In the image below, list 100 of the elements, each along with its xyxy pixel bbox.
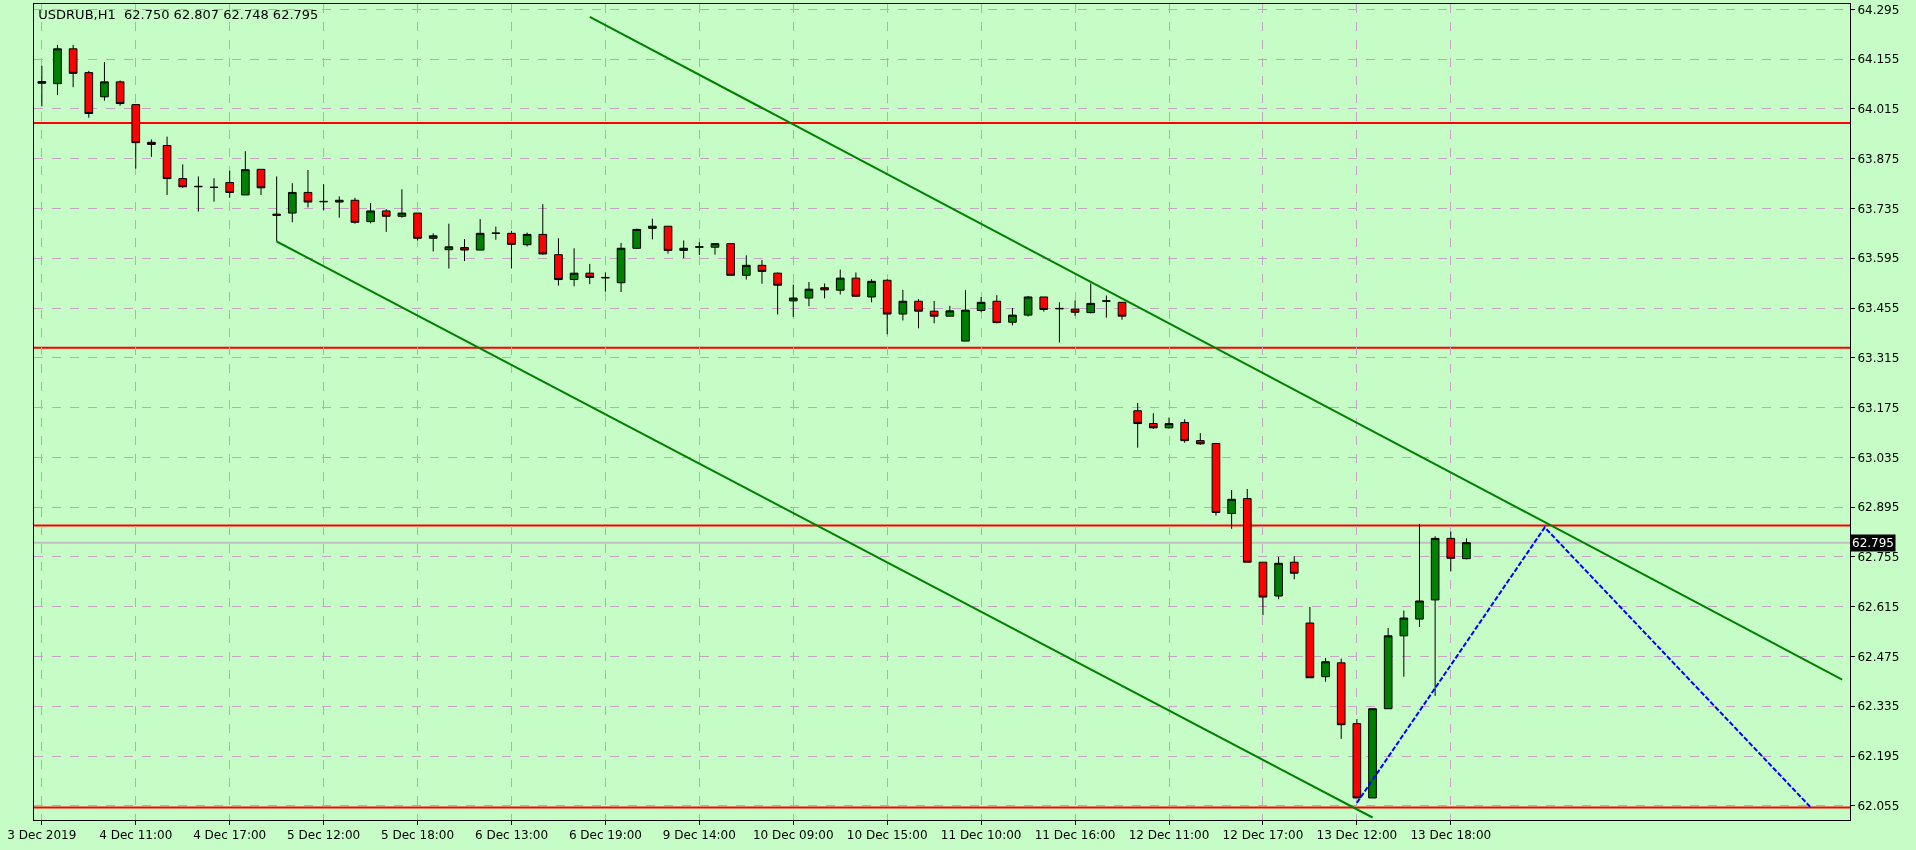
candlestick [1462, 537, 1471, 560]
candlestick [100, 61, 109, 102]
candlestick [1368, 708, 1377, 799]
candlestick [1258, 561, 1268, 616]
candlestick [209, 177, 219, 203]
candlestick [945, 305, 955, 317]
x-tick-label: 12 Dec 17:00 [1222, 828, 1304, 843]
candlestick [84, 70, 94, 119]
candlestick [413, 212, 422, 241]
candlestick [366, 202, 375, 224]
candlestick [256, 168, 266, 196]
candlestick [898, 289, 908, 321]
candlestick [381, 208, 391, 233]
candlestick [1336, 658, 1346, 740]
candlestick [1305, 606, 1315, 679]
candlestick [334, 195, 344, 219]
candlestick [162, 136, 172, 196]
x-tick-label: 10 Dec 09:00 [752, 828, 834, 843]
candlestick [679, 239, 689, 259]
candlestick [741, 254, 751, 281]
y-tick-label: 64.155 [1857, 52, 1900, 67]
candlestick [287, 182, 297, 223]
x-tick-label: 10 Dec 15:00 [846, 828, 928, 843]
y-tick-label: 63.175 [1857, 400, 1900, 415]
x-tick-label: 4 Dec 11:00 [99, 828, 173, 843]
y-tick-label: 63.035 [1857, 450, 1900, 465]
candlestick [1164, 417, 1174, 430]
candlestick [648, 218, 657, 240]
y-tick-label: 62.615 [1857, 599, 1900, 614]
candlestick [632, 228, 642, 250]
y-tick-label: 62.475 [1857, 649, 1900, 664]
candlestick [538, 203, 548, 256]
candlestick [585, 263, 595, 285]
x-tick-label: 11 Dec 16:00 [1034, 828, 1116, 843]
candlestick [1399, 610, 1409, 678]
candlestick [1415, 523, 1424, 628]
candlestick [522, 232, 532, 247]
candlestick [147, 138, 156, 158]
candlestick [68, 44, 78, 88]
candlestick [851, 271, 861, 298]
candlestick [1008, 307, 1017, 326]
candlestick [1055, 301, 1064, 343]
candlestick [1211, 442, 1221, 517]
candlestick [976, 296, 986, 313]
candlestick [663, 225, 673, 255]
candlestick [397, 188, 407, 217]
candlestick [241, 150, 250, 196]
y-tick-label: 62.895 [1857, 500, 1900, 515]
candlestick [350, 197, 360, 225]
x-tick-label: 12 Dec 11:00 [1128, 828, 1210, 843]
x-tick-label: 6 Dec 13:00 [474, 828, 549, 843]
candlestick [225, 170, 235, 199]
candlestick [1195, 432, 1205, 446]
candlestick [178, 163, 188, 189]
candlestick [804, 281, 814, 307]
candlestick [695, 241, 704, 256]
candlestick [319, 183, 328, 211]
candlestick [1133, 402, 1143, 449]
y-tick-label: 63.875 [1857, 151, 1900, 166]
candlestick [882, 278, 892, 335]
y-tick-label: 64.015 [1857, 102, 1900, 117]
candlestick [616, 242, 626, 293]
candlestick [1039, 296, 1049, 313]
candlestick [444, 223, 454, 270]
x-tick-label: 5 Dec 12:00 [287, 828, 361, 843]
candlestick [929, 300, 939, 324]
candlestick [460, 238, 469, 262]
y-tick-label: 62.755 [1857, 550, 1900, 565]
candlestick [1446, 531, 1456, 572]
x-tick-label: 4 Dec 17:00 [193, 828, 267, 843]
y-tick-label: 63.595 [1857, 251, 1900, 266]
candlestick [507, 230, 516, 270]
candlestick [1321, 657, 1330, 683]
candlestick [554, 237, 563, 287]
x-tick-label: 3 Dec 2019 [7, 828, 77, 843]
candlestick [1180, 418, 1189, 444]
candlestick [115, 79, 125, 107]
x-tick-label: 6 Dec 19:00 [568, 828, 642, 843]
candlestick [569, 247, 579, 287]
candlestick [726, 243, 735, 276]
candlestick [491, 226, 501, 241]
candlestick [475, 218, 485, 251]
candlestick [1149, 412, 1158, 430]
candlestick [835, 269, 845, 295]
x-tick-label: 9 Dec 14:00 [662, 828, 736, 843]
y-tick-label: 63.735 [1857, 201, 1900, 216]
candlestick [601, 271, 610, 293]
candlestick [303, 169, 313, 208]
candlestick [1070, 300, 1080, 317]
candlestick [1117, 301, 1127, 321]
candlestick [992, 294, 1002, 324]
y-tick-label: 63.455 [1857, 301, 1900, 316]
candlestick [1086, 282, 1096, 314]
candlestick [1274, 556, 1283, 600]
candlestick [37, 65, 47, 107]
candlestick [194, 175, 203, 213]
candlestick [1352, 718, 1362, 799]
candlestick [820, 282, 829, 299]
candlestick [1023, 295, 1033, 318]
y-tick-label: 62.055 [1857, 798, 1900, 813]
